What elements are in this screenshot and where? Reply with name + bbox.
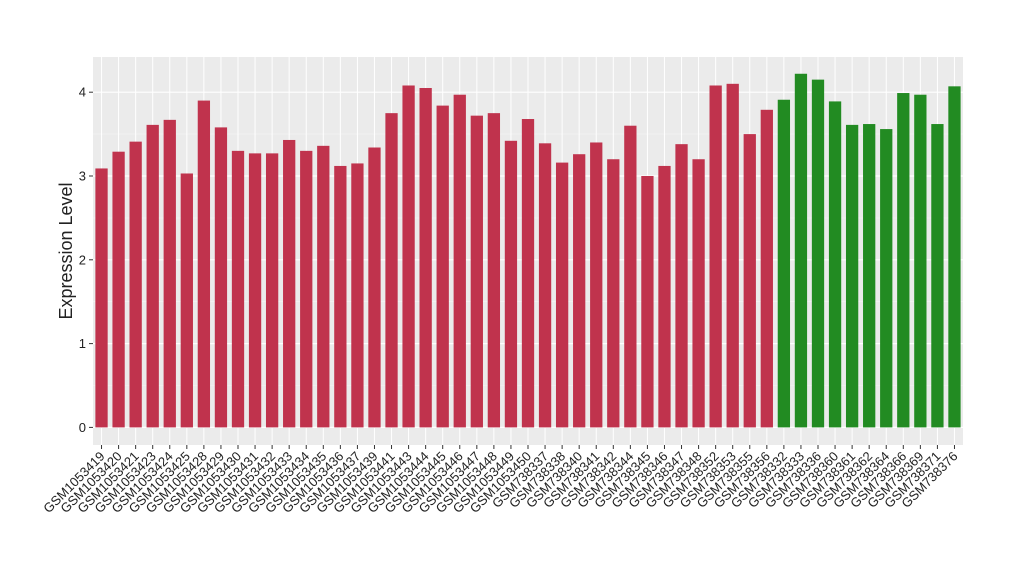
bar xyxy=(607,159,620,428)
bar xyxy=(675,144,688,428)
y-tick-label: 2 xyxy=(79,252,86,267)
y-tick-label: 0 xyxy=(79,420,86,435)
y-tick-label: 1 xyxy=(79,336,86,351)
bar xyxy=(828,101,842,428)
bar xyxy=(112,151,125,428)
bar xyxy=(265,153,279,428)
bar xyxy=(231,150,245,428)
bar xyxy=(368,147,381,428)
bar xyxy=(811,79,825,428)
bar xyxy=(385,113,398,428)
bar xyxy=(845,124,859,428)
bar xyxy=(504,140,518,428)
bar xyxy=(658,165,671,428)
bar xyxy=(624,125,637,428)
bar xyxy=(777,99,791,428)
bar xyxy=(897,93,910,428)
bar xyxy=(538,143,552,428)
bar xyxy=(95,168,108,428)
bar xyxy=(214,127,228,428)
bar xyxy=(760,109,773,428)
bar xyxy=(180,173,193,428)
bar xyxy=(402,85,415,428)
bar xyxy=(129,141,142,428)
bar xyxy=(590,142,603,428)
bar xyxy=(163,119,176,428)
y-tick-label: 3 xyxy=(79,168,86,183)
bar xyxy=(948,86,961,428)
bar xyxy=(743,134,756,428)
bar xyxy=(351,163,364,428)
y-tick-label: 4 xyxy=(79,85,86,100)
y-axis-title: Expression Level xyxy=(56,182,76,319)
bar xyxy=(521,119,535,428)
bar xyxy=(726,83,739,428)
bar xyxy=(794,73,808,428)
bar xyxy=(419,88,432,428)
bar xyxy=(863,124,876,428)
bar xyxy=(709,85,722,428)
bar xyxy=(436,105,449,428)
bar xyxy=(880,129,893,428)
bar xyxy=(300,150,313,428)
bar xyxy=(146,124,159,428)
bar xyxy=(555,162,569,428)
bar xyxy=(573,154,586,428)
bar xyxy=(931,124,944,428)
bar xyxy=(641,175,654,428)
bar xyxy=(453,94,466,428)
bar xyxy=(283,139,296,428)
bar xyxy=(317,145,330,428)
bar xyxy=(334,165,347,428)
bar xyxy=(248,153,262,428)
bar xyxy=(914,94,927,428)
bar xyxy=(470,115,483,428)
bar xyxy=(692,159,705,428)
bar xyxy=(197,100,211,428)
bar xyxy=(487,113,501,428)
